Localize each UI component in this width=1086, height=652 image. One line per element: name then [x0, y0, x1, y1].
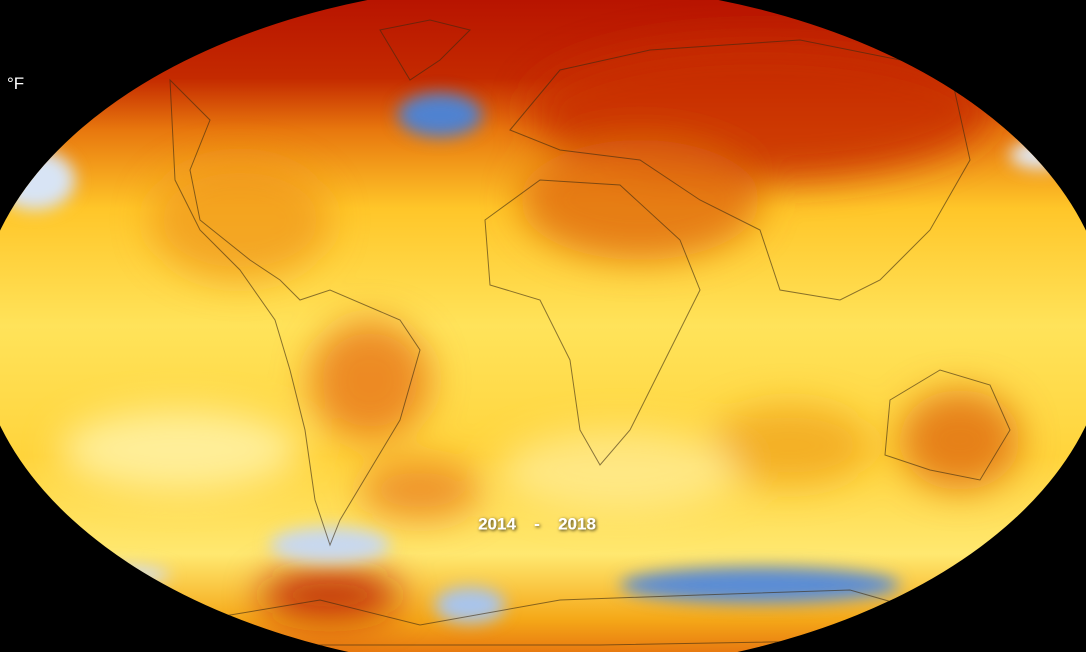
period-separator: -: [534, 514, 540, 533]
coastlines: [169, 19, 1011, 646]
unit-label: °F: [7, 74, 24, 93]
period-end: 2018: [558, 514, 596, 533]
period-label: 2014 - 2018: [478, 514, 596, 533]
period-start: 2014: [478, 514, 516, 533]
